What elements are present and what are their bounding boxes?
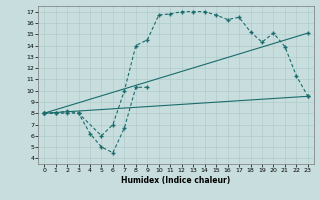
X-axis label: Humidex (Indice chaleur): Humidex (Indice chaleur) bbox=[121, 176, 231, 185]
